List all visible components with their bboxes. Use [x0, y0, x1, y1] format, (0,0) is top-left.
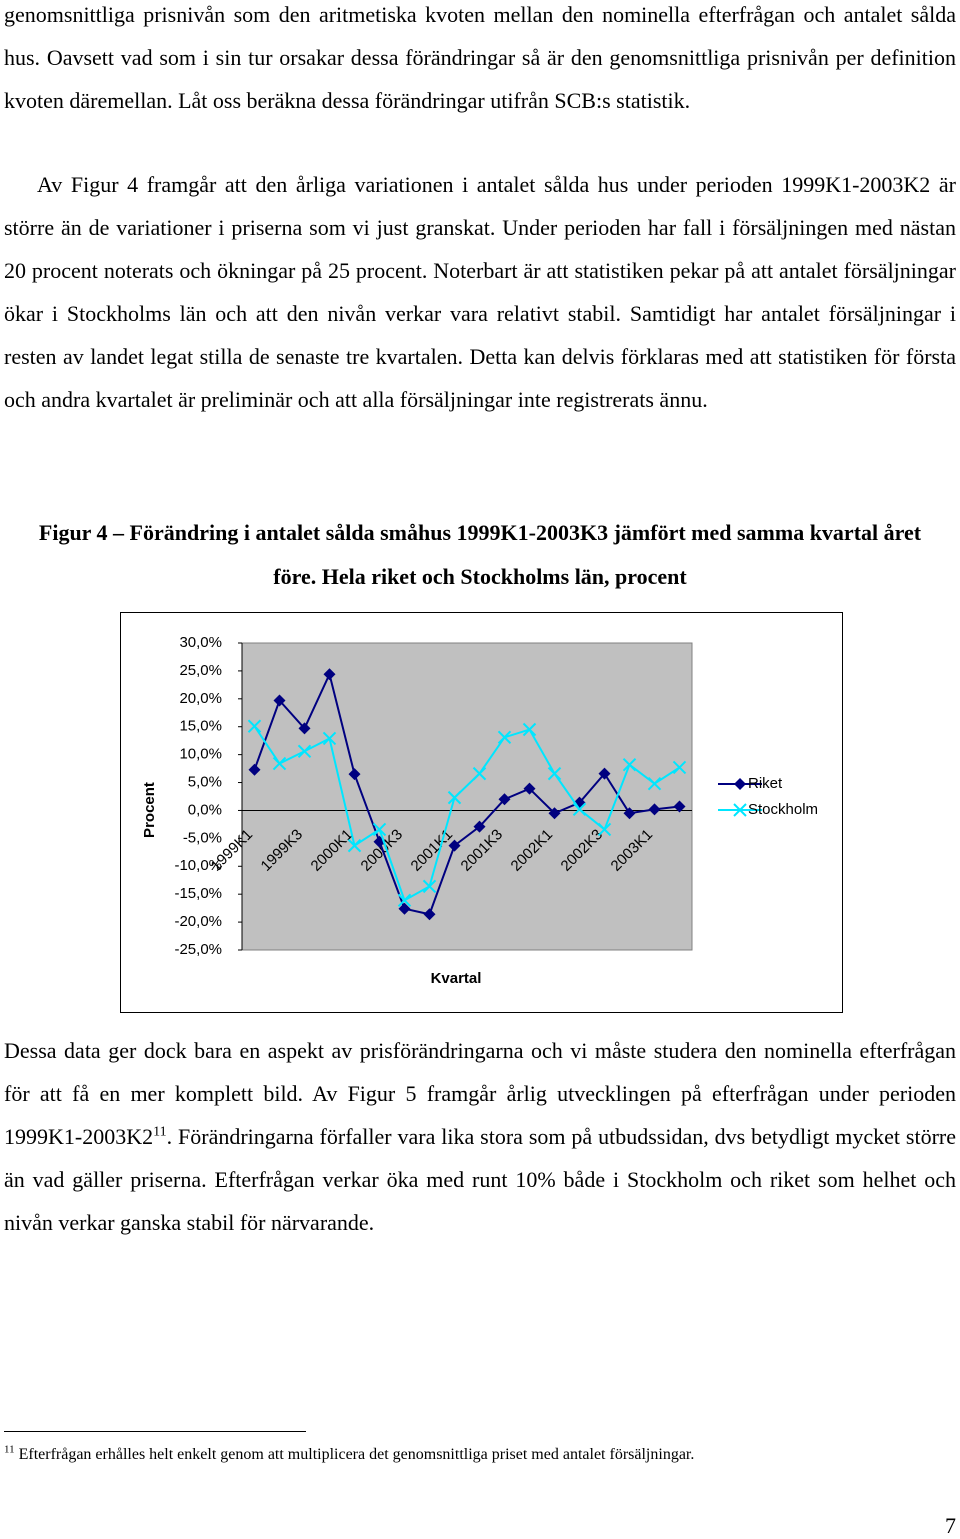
y-tick-label: 10,0% [179, 746, 222, 763]
y-tick-label: 30,0% [179, 634, 222, 651]
marker [322, 731, 337, 746]
legend-label: Stockholm [748, 801, 818, 818]
series-line [253, 725, 681, 902]
marker [572, 802, 587, 817]
marker [447, 790, 462, 805]
marker [547, 766, 562, 781]
footnote-rule [4, 1431, 306, 1432]
marker [272, 756, 287, 771]
marker [348, 768, 361, 781]
plot-area [241, 642, 693, 951]
marker [297, 744, 312, 758]
text: Dessa data ger dock bara en aspekt av pr… [4, 1038, 956, 1149]
marker [647, 776, 662, 791]
marker [423, 908, 436, 921]
y-tick-label: -15,0% [174, 885, 222, 902]
y-tick-label: 20,0% [179, 690, 222, 707]
legend-marker [734, 778, 746, 790]
series-line [253, 671, 680, 916]
x-axis-label: Kvartal [431, 970, 482, 987]
y-tick-label: 25,0% [179, 662, 222, 679]
marker [672, 760, 687, 775]
marker [573, 796, 586, 809]
marker [298, 722, 311, 735]
marker [623, 807, 636, 820]
marker [497, 730, 512, 745]
y-tick-label: 5,0% [188, 774, 222, 791]
marker [472, 766, 487, 781]
y-tick-label: 0,0% [188, 801, 222, 818]
marker [323, 668, 336, 681]
marker [372, 822, 387, 837]
marker [273, 694, 286, 707]
marker [448, 839, 461, 852]
marker [347, 838, 362, 853]
paragraph: Dessa data ger dock bara en aspekt av pr… [4, 1029, 956, 1244]
marker [597, 822, 612, 837]
footnote-number: 11 [4, 1443, 15, 1456]
y-tick-label: -5,0% [183, 829, 222, 846]
marker [498, 793, 511, 806]
y-tick-label: -10,0% [174, 857, 222, 874]
marker [373, 835, 386, 848]
marker [473, 820, 486, 833]
legend-label: Riket [748, 775, 783, 792]
paragraph: Av Figur 4 framgår att den årliga variat… [4, 172, 956, 412]
page-number: 7 [945, 1513, 956, 1538]
marker [522, 722, 537, 737]
marker [622, 757, 637, 772]
marker [548, 807, 561, 820]
marker [598, 767, 611, 780]
y-axis-label: Procent [141, 782, 158, 838]
legend-marker [733, 803, 747, 817]
footnote: 11 Efterfrågan erhålles helt enkelt geno… [4, 1443, 695, 1464]
y-tick-label: -20,0% [174, 913, 222, 930]
marker [523, 782, 536, 795]
text: . Förändringarna förfaller vara lika sto… [4, 1124, 956, 1235]
marker [397, 893, 412, 908]
marker [248, 763, 261, 776]
footnote-text: Efterfrågan erhålles helt enkelt genom a… [18, 1446, 695, 1463]
marker [673, 800, 686, 813]
y-tick-label: -25,0% [174, 941, 222, 958]
marker [398, 902, 411, 915]
figure-caption: Figur 4 – Förändring i antalet sålda små… [38, 520, 922, 589]
marker [648, 803, 661, 816]
y-tick-label: 15,0% [179, 718, 222, 735]
footnote-ref: 11 [153, 1124, 167, 1140]
marker [247, 719, 262, 733]
paragraph: genomsnittliga prisnivån som den aritmet… [4, 2, 956, 113]
chart: Procent Kvartal 30,0% 25,0% 20,0% 15,0% 10,0… [120, 612, 843, 1013]
marker [422, 879, 437, 894]
